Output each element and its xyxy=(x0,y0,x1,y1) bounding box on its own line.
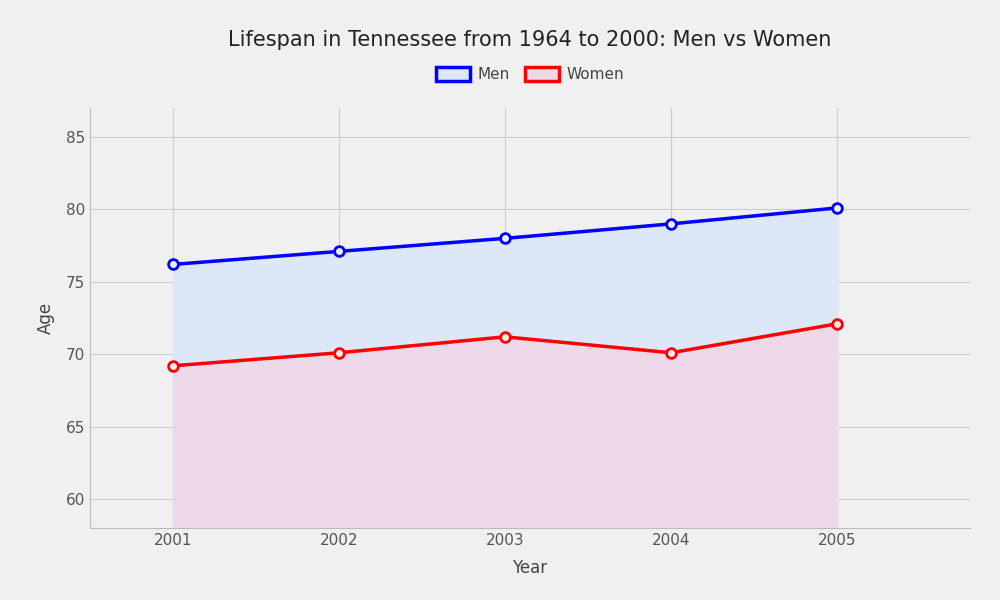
X-axis label: Year: Year xyxy=(512,559,548,577)
Title: Lifespan in Tennessee from 1964 to 2000: Men vs Women: Lifespan in Tennessee from 1964 to 2000:… xyxy=(228,29,832,49)
Legend: Men, Women: Men, Women xyxy=(430,61,630,88)
Y-axis label: Age: Age xyxy=(37,302,55,334)
